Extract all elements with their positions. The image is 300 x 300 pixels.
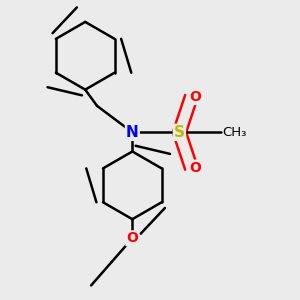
- Text: O: O: [190, 90, 202, 104]
- Text: S: S: [174, 125, 185, 140]
- Text: CH₃: CH₃: [222, 126, 247, 139]
- Text: N: N: [126, 125, 139, 140]
- Text: O: O: [190, 161, 202, 175]
- Text: O: O: [126, 231, 138, 245]
